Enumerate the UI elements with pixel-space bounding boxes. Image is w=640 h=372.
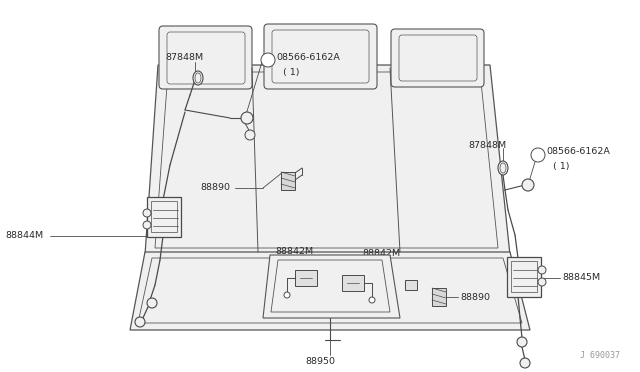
Circle shape [538, 266, 546, 274]
Text: 87848M: 87848M [165, 54, 203, 62]
Text: 87848M: 87848M [468, 141, 506, 150]
Text: 88890: 88890 [460, 292, 490, 301]
Text: 88950: 88950 [305, 357, 335, 366]
Text: S: S [532, 152, 536, 158]
FancyBboxPatch shape [391, 29, 484, 87]
Circle shape [143, 221, 151, 229]
Circle shape [147, 298, 157, 308]
Bar [281, 172, 295, 190]
Text: 88844M: 88844M [5, 231, 43, 241]
Circle shape [245, 130, 255, 140]
Text: S: S [262, 57, 266, 63]
Circle shape [520, 358, 530, 368]
Circle shape [517, 337, 527, 347]
Circle shape [522, 179, 534, 191]
Polygon shape [130, 252, 530, 330]
Text: 08566-6162A: 08566-6162A [276, 52, 340, 61]
FancyBboxPatch shape [147, 197, 181, 237]
Polygon shape [263, 255, 400, 318]
Ellipse shape [193, 71, 203, 85]
Text: 88845M: 88845M [562, 273, 600, 282]
Bar [342, 275, 364, 291]
Text: ( 1): ( 1) [283, 67, 300, 77]
Bar [295, 270, 317, 286]
Ellipse shape [498, 161, 508, 175]
Bar [405, 280, 417, 290]
FancyBboxPatch shape [264, 24, 377, 89]
Circle shape [538, 278, 546, 286]
Text: J 690037: J 690037 [580, 351, 620, 360]
Circle shape [284, 292, 290, 298]
Polygon shape [145, 65, 510, 255]
FancyBboxPatch shape [159, 26, 252, 89]
Text: 88890: 88890 [200, 183, 230, 192]
Circle shape [241, 112, 253, 124]
FancyBboxPatch shape [507, 257, 541, 297]
Text: 88842M: 88842M [362, 248, 400, 257]
Text: 88842M: 88842M [275, 247, 313, 257]
Circle shape [369, 297, 375, 303]
Circle shape [143, 209, 151, 217]
Circle shape [135, 317, 145, 327]
Text: 08566-6162A: 08566-6162A [546, 148, 610, 157]
Circle shape [261, 53, 275, 67]
Text: ( 1): ( 1) [553, 163, 570, 171]
Bar [432, 288, 446, 306]
Circle shape [531, 148, 545, 162]
